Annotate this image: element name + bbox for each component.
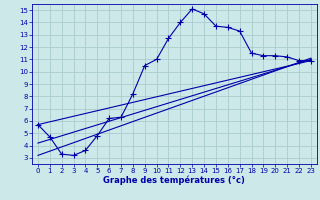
X-axis label: Graphe des températures (°c): Graphe des températures (°c): [103, 176, 245, 185]
